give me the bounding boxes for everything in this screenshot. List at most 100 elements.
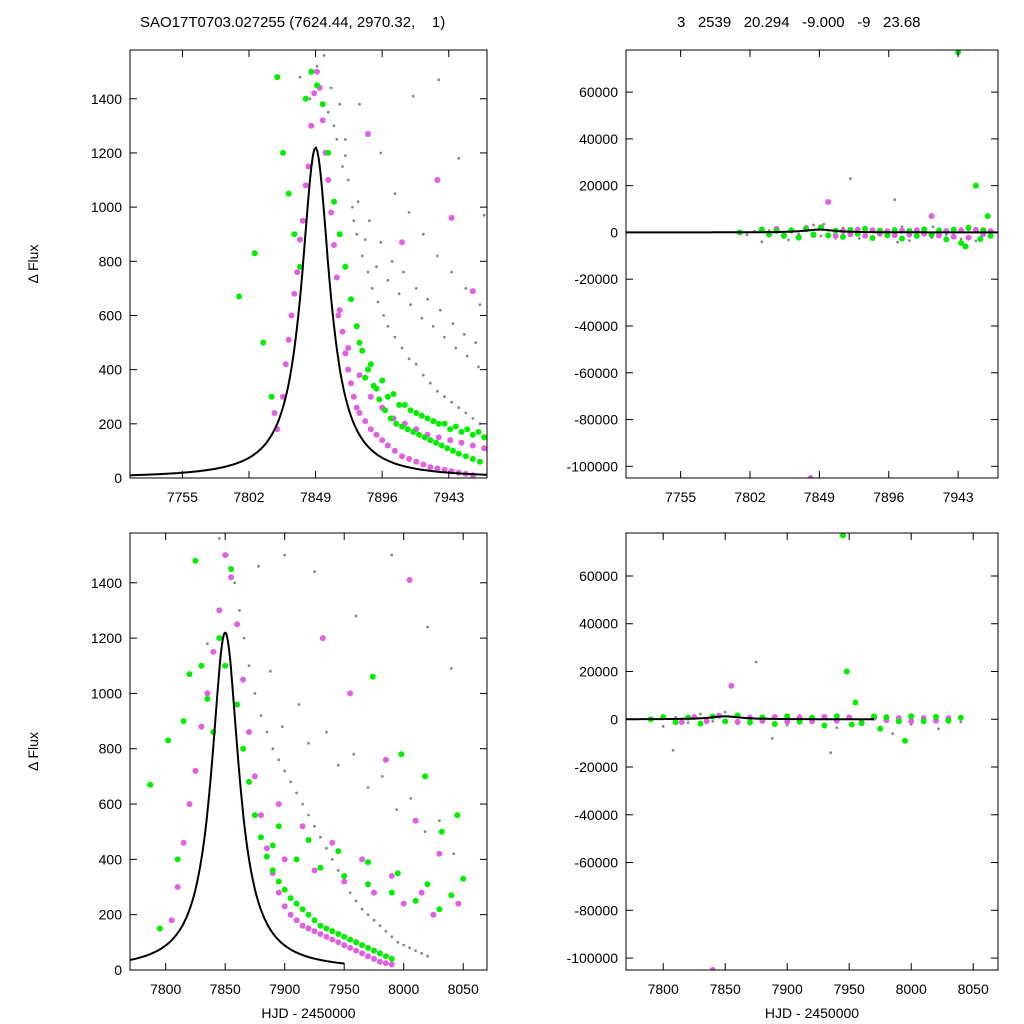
data-point-gray (336, 763, 340, 767)
data-point-magenta (331, 242, 337, 248)
data-point-magenta (323, 933, 330, 940)
y-tick-label: 800 (99, 253, 123, 269)
data-point-gray (307, 741, 310, 745)
plot-frame (625, 532, 999, 971)
data-point-gray (247, 664, 251, 668)
data-point-gray (217, 537, 221, 540)
data-point-green (469, 431, 476, 438)
data-point-green (336, 231, 343, 238)
data-point-gray (277, 758, 281, 762)
data-point-magenta (399, 239, 405, 246)
data-point-magenta (299, 922, 306, 929)
data-point-gray (393, 192, 397, 196)
data-point-green (933, 713, 939, 720)
data-point-magenta (359, 950, 366, 957)
y-tick-label: 1400 (91, 575, 122, 591)
data-point-magenta (325, 177, 332, 183)
data-point-gray (384, 929, 388, 933)
y-tick-label: 1000 (91, 199, 122, 215)
data-point-green (796, 718, 803, 725)
data-point-gray (661, 725, 665, 728)
data-point-gray (465, 354, 469, 358)
data-point-gray (449, 667, 453, 670)
data-point-magenta (329, 839, 336, 846)
y-tick-label: -20000 (574, 759, 618, 775)
data-point-green (341, 873, 348, 879)
data-point-magenta (847, 231, 854, 238)
data-point-magenta (319, 117, 326, 124)
x-tick-label: 7755 (167, 489, 198, 505)
data-point-magenta (430, 911, 437, 918)
data-point-green (275, 878, 282, 885)
data-point-gray (326, 110, 330, 114)
data-point-magenta (347, 690, 354, 697)
data-point-gray (437, 78, 441, 82)
data-point-gray (271, 747, 275, 751)
data-point-green (365, 881, 371, 888)
data-point-gray (269, 669, 272, 673)
data-point-green (268, 393, 275, 400)
data-point-gray (298, 75, 302, 79)
data-point-green (950, 226, 957, 233)
data-point-magenta (469, 442, 476, 449)
data-point-gray (322, 54, 326, 57)
data-point-magenta (362, 418, 369, 425)
data-point-magenta (228, 574, 235, 581)
data-point-magenta (314, 68, 320, 75)
data-point-magenta (413, 458, 420, 465)
data-point-magenta (285, 336, 292, 343)
data-point-gray (370, 287, 374, 290)
data-point-magenta (329, 936, 336, 943)
data-point-gray (436, 389, 439, 393)
data-point-green (945, 717, 952, 724)
data-point-gray (352, 219, 356, 223)
model-curve (130, 631, 345, 965)
data-point-green (156, 925, 163, 932)
data-point-green (373, 385, 380, 392)
data-point-magenta (359, 856, 366, 863)
data-point-green (821, 722, 828, 729)
data-point-magenta (371, 955, 377, 962)
data-point-gray (414, 287, 418, 290)
data-point-magenta (406, 577, 413, 583)
data-point-magenta (180, 839, 187, 846)
data-point-green (412, 897, 419, 904)
data-point-green (444, 445, 451, 452)
data-point-gray (325, 846, 328, 850)
data-point-green (369, 673, 376, 680)
data-point-green (462, 453, 469, 460)
data-point-magenta (832, 232, 839, 239)
data-point-green (899, 235, 905, 242)
x-tick-label: 8050 (448, 981, 479, 997)
data-point-gray (457, 157, 461, 160)
data-point-gray (411, 94, 415, 98)
data-point-magenta (448, 214, 455, 221)
y-axis-label: Δ Flux (25, 732, 41, 771)
data-point-magenta (420, 461, 427, 468)
data-point-magenta (275, 889, 282, 896)
data-point-green (424, 415, 431, 422)
data-point-gray (351, 205, 354, 209)
data-point-green (447, 426, 454, 433)
data-point-gray (330, 858, 334, 861)
data-point-green (335, 931, 342, 937)
data-point-magenta (328, 209, 335, 216)
data-point-magenta (367, 393, 374, 400)
data-point-magenta (240, 676, 247, 683)
data-point-gray (308, 97, 312, 101)
data-point-gray (265, 730, 269, 734)
data-point-green (450, 447, 456, 454)
data-point-gray (407, 357, 411, 361)
data-point-green (965, 224, 972, 231)
data-point-magenta (862, 232, 869, 239)
data-point-gray (386, 278, 390, 282)
data-point-gray (849, 177, 852, 181)
y-tick-label: 600 (99, 307, 123, 323)
data-point-green (342, 263, 349, 270)
data-point-gray (711, 720, 715, 723)
data-point-green (871, 713, 877, 720)
data-point-green (895, 718, 902, 725)
data-point-green (280, 149, 286, 156)
data-point-gray (402, 943, 406, 947)
data-point-green (421, 434, 428, 441)
